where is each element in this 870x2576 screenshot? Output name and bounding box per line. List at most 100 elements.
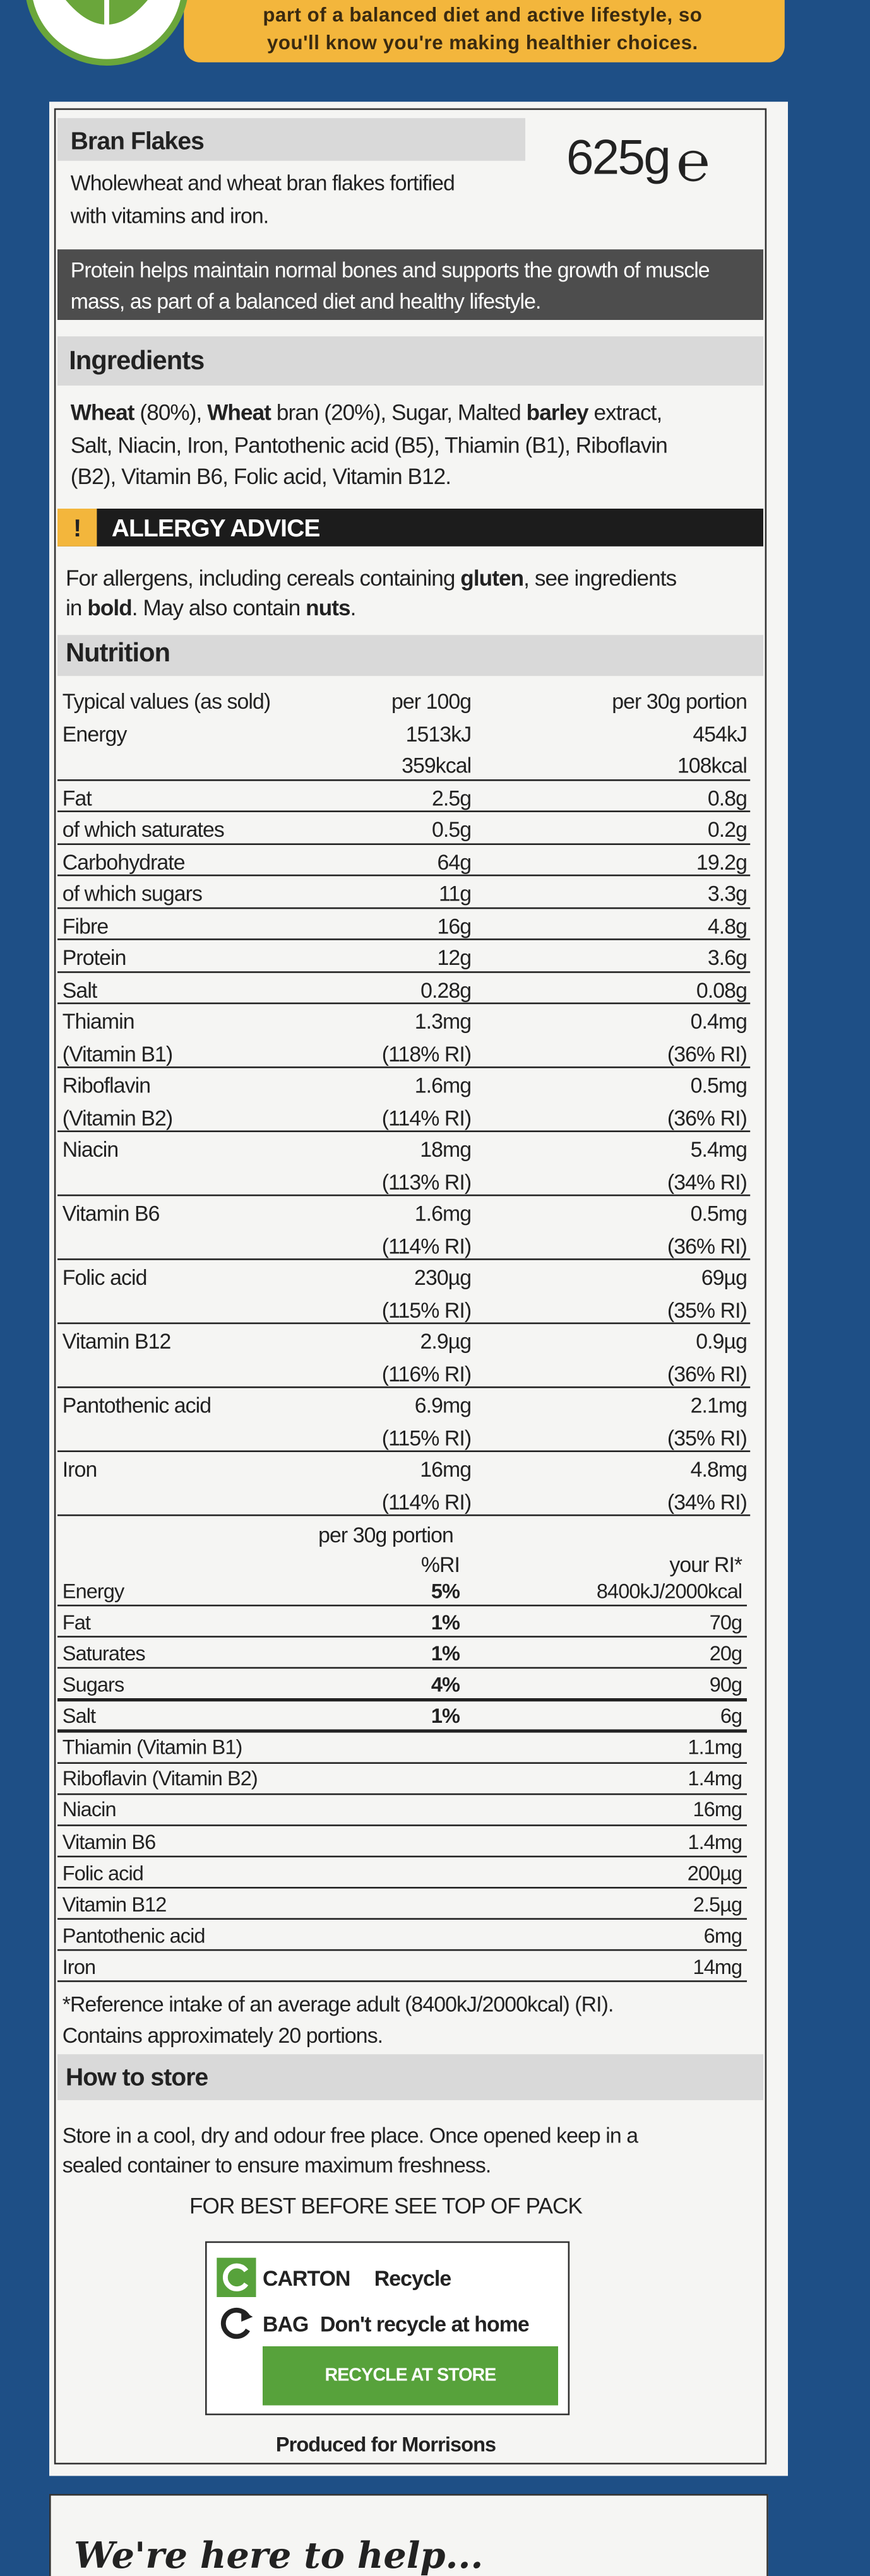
recycle-button-label: RECYCLE AT STORE [325,2365,497,2385]
per-100g-value: (115% RI) [381,1297,472,1322]
per-100g-value: 64g [437,849,472,874]
footnote-line: Contains approximately 20 portions. [62,2022,383,2047]
column-header: per 100g [391,688,472,713]
claim-line: Protein helps maintain normal bones and … [70,256,710,281]
allergy-heading: ALLERGY ADVICE [111,514,321,543]
per-100g-value: (114% RI) [381,1232,472,1258]
description-line: Wholewheat and wheat bran flakes fortifi… [70,170,455,195]
nutrition-heading: Nutrition [66,639,170,668]
ri-heading: per 30g portion [318,1521,454,1547]
bold-text: Wheat [207,401,271,426]
ri-row-label: Salt [62,1705,96,1728]
claim-line: mass, as part of a balanced diet and hea… [70,288,542,313]
per-100g-value: (113% RI) [381,1169,472,1194]
row-label: (Vitamin B1) [62,1041,173,1066]
ri-row-label: Vitamin B12 [62,1893,167,1917]
ri-reference: 200µg [687,1862,742,1885]
row-rule [57,1322,751,1325]
product-name: Bran Flakes [70,127,205,155]
title-band [57,118,525,161]
per-100g-value: (118% RI) [381,1041,472,1066]
text: extract, [588,401,662,426]
banner-line: you'll know you're making healthier choi… [267,31,698,54]
per-portion-value: 0.4mg [690,1009,748,1034]
help-text: We're here to help... [73,2534,484,2576]
ri-column-header: your RI* [669,1551,742,1576]
row-label: Riboflavin [62,1073,151,1098]
storage-line: Store in a cool, dry and odour free plac… [62,2122,638,2148]
row-rule [57,1386,751,1389]
per-100g-value: 1.3mg [414,1009,472,1034]
ri-percent: 1% [431,1705,460,1728]
row-label: Folic acid [62,1265,148,1290]
row-label: of which sugars [62,881,203,906]
row-rule [57,1824,747,1826]
banner [184,0,785,62]
ri-percent: 1% [431,1610,460,1634]
row-label: Pantothenic acid [62,1393,212,1418]
nutrition-band [57,635,763,676]
per-portion-value: (36% RI) [667,1361,748,1386]
ri-column-header: %RI [420,1551,460,1576]
per-portion-value: 5.4mg [690,1137,748,1162]
row-rule [57,1730,747,1732]
row-label: Niacin [62,1137,119,1162]
ri-row-label: Vitamin B6 [62,1830,156,1853]
row-rule [57,810,751,813]
footnote-line: *Reference intake of an average adult (8… [62,1991,614,2016]
row-label: Vitamin B6 [62,1201,160,1226]
ri-reference: 16mg [693,1799,743,1823]
column-header: Typical values (as sold) [62,688,271,713]
bag-label: BAG [263,2311,309,2336]
text: . May also contain [131,596,306,621]
row-rule [57,970,751,973]
per-100g-value: 230µg [414,1265,472,1290]
ri-row-label: Folic acid [62,1862,144,1885]
per-100g-value: (114% RI) [381,1105,472,1130]
bold-text: gluten [460,566,524,591]
ri-row-label: Riboflavin (Vitamin B2) [62,1768,258,1791]
ri-row-label: Pantothenic acid [62,1924,206,1947]
ri-reference: 1.4mg [688,1768,742,1791]
per-portion-value: (36% RI) [667,1105,748,1130]
row-label: Carbohydrate [62,849,186,874]
allergy-icon: ! [73,514,81,543]
ri-row-label: Niacin [62,1799,117,1823]
ingredients-line: Wheat (80%), Wheat bran (20%), Sugar, Ma… [71,401,662,426]
ri-percent: 5% [431,1580,460,1603]
ingredients-band [57,336,763,386]
text: (80%), [134,401,208,426]
description-line: with vitamins and iron. [70,203,269,228]
per-100g-value: 1.6mg [414,1073,472,1098]
per-portion-value: (36% RI) [667,1232,748,1258]
ri-reference: 70g [709,1610,742,1634]
ri-reference: 1.1mg [688,1736,742,1759]
allergy-bar [57,509,763,547]
per-100g-value: 6.9mg [414,1393,472,1418]
ri-row-label: Sugars [62,1674,124,1697]
ri-row-label: Energy [62,1580,124,1603]
leaf-logo [26,0,188,66]
text: . [350,596,357,621]
row-rule [57,842,751,845]
banner-line: part of a balanced diet and active lifes… [263,3,703,27]
row-label: Fibre [62,913,109,938]
per-100g-value: 1513kJ [405,721,472,746]
row-rule [57,938,751,941]
per-portion-value: 19.2g [696,849,748,874]
text: in [66,596,88,621]
per-portion-value: 0.5mg [690,1073,748,1098]
per-100g-value: 0.5g [432,817,472,842]
per-portion-value: 4.8g [707,913,748,938]
per-portion-value: (35% RI) [667,1297,748,1322]
text: For allergens, including cereals contain… [66,566,461,591]
ingredients-heading: Ingredients [69,348,205,376]
bold-text: bold [87,596,132,621]
ingredients-line: Salt, Niacin, Iron, Pantothenic acid (B5… [71,434,668,456]
per-100g-value: 16g [437,913,472,938]
row-label: Vitamin B12 [62,1329,172,1354]
row-rule [57,1066,751,1069]
bold-text: nuts [306,596,350,621]
